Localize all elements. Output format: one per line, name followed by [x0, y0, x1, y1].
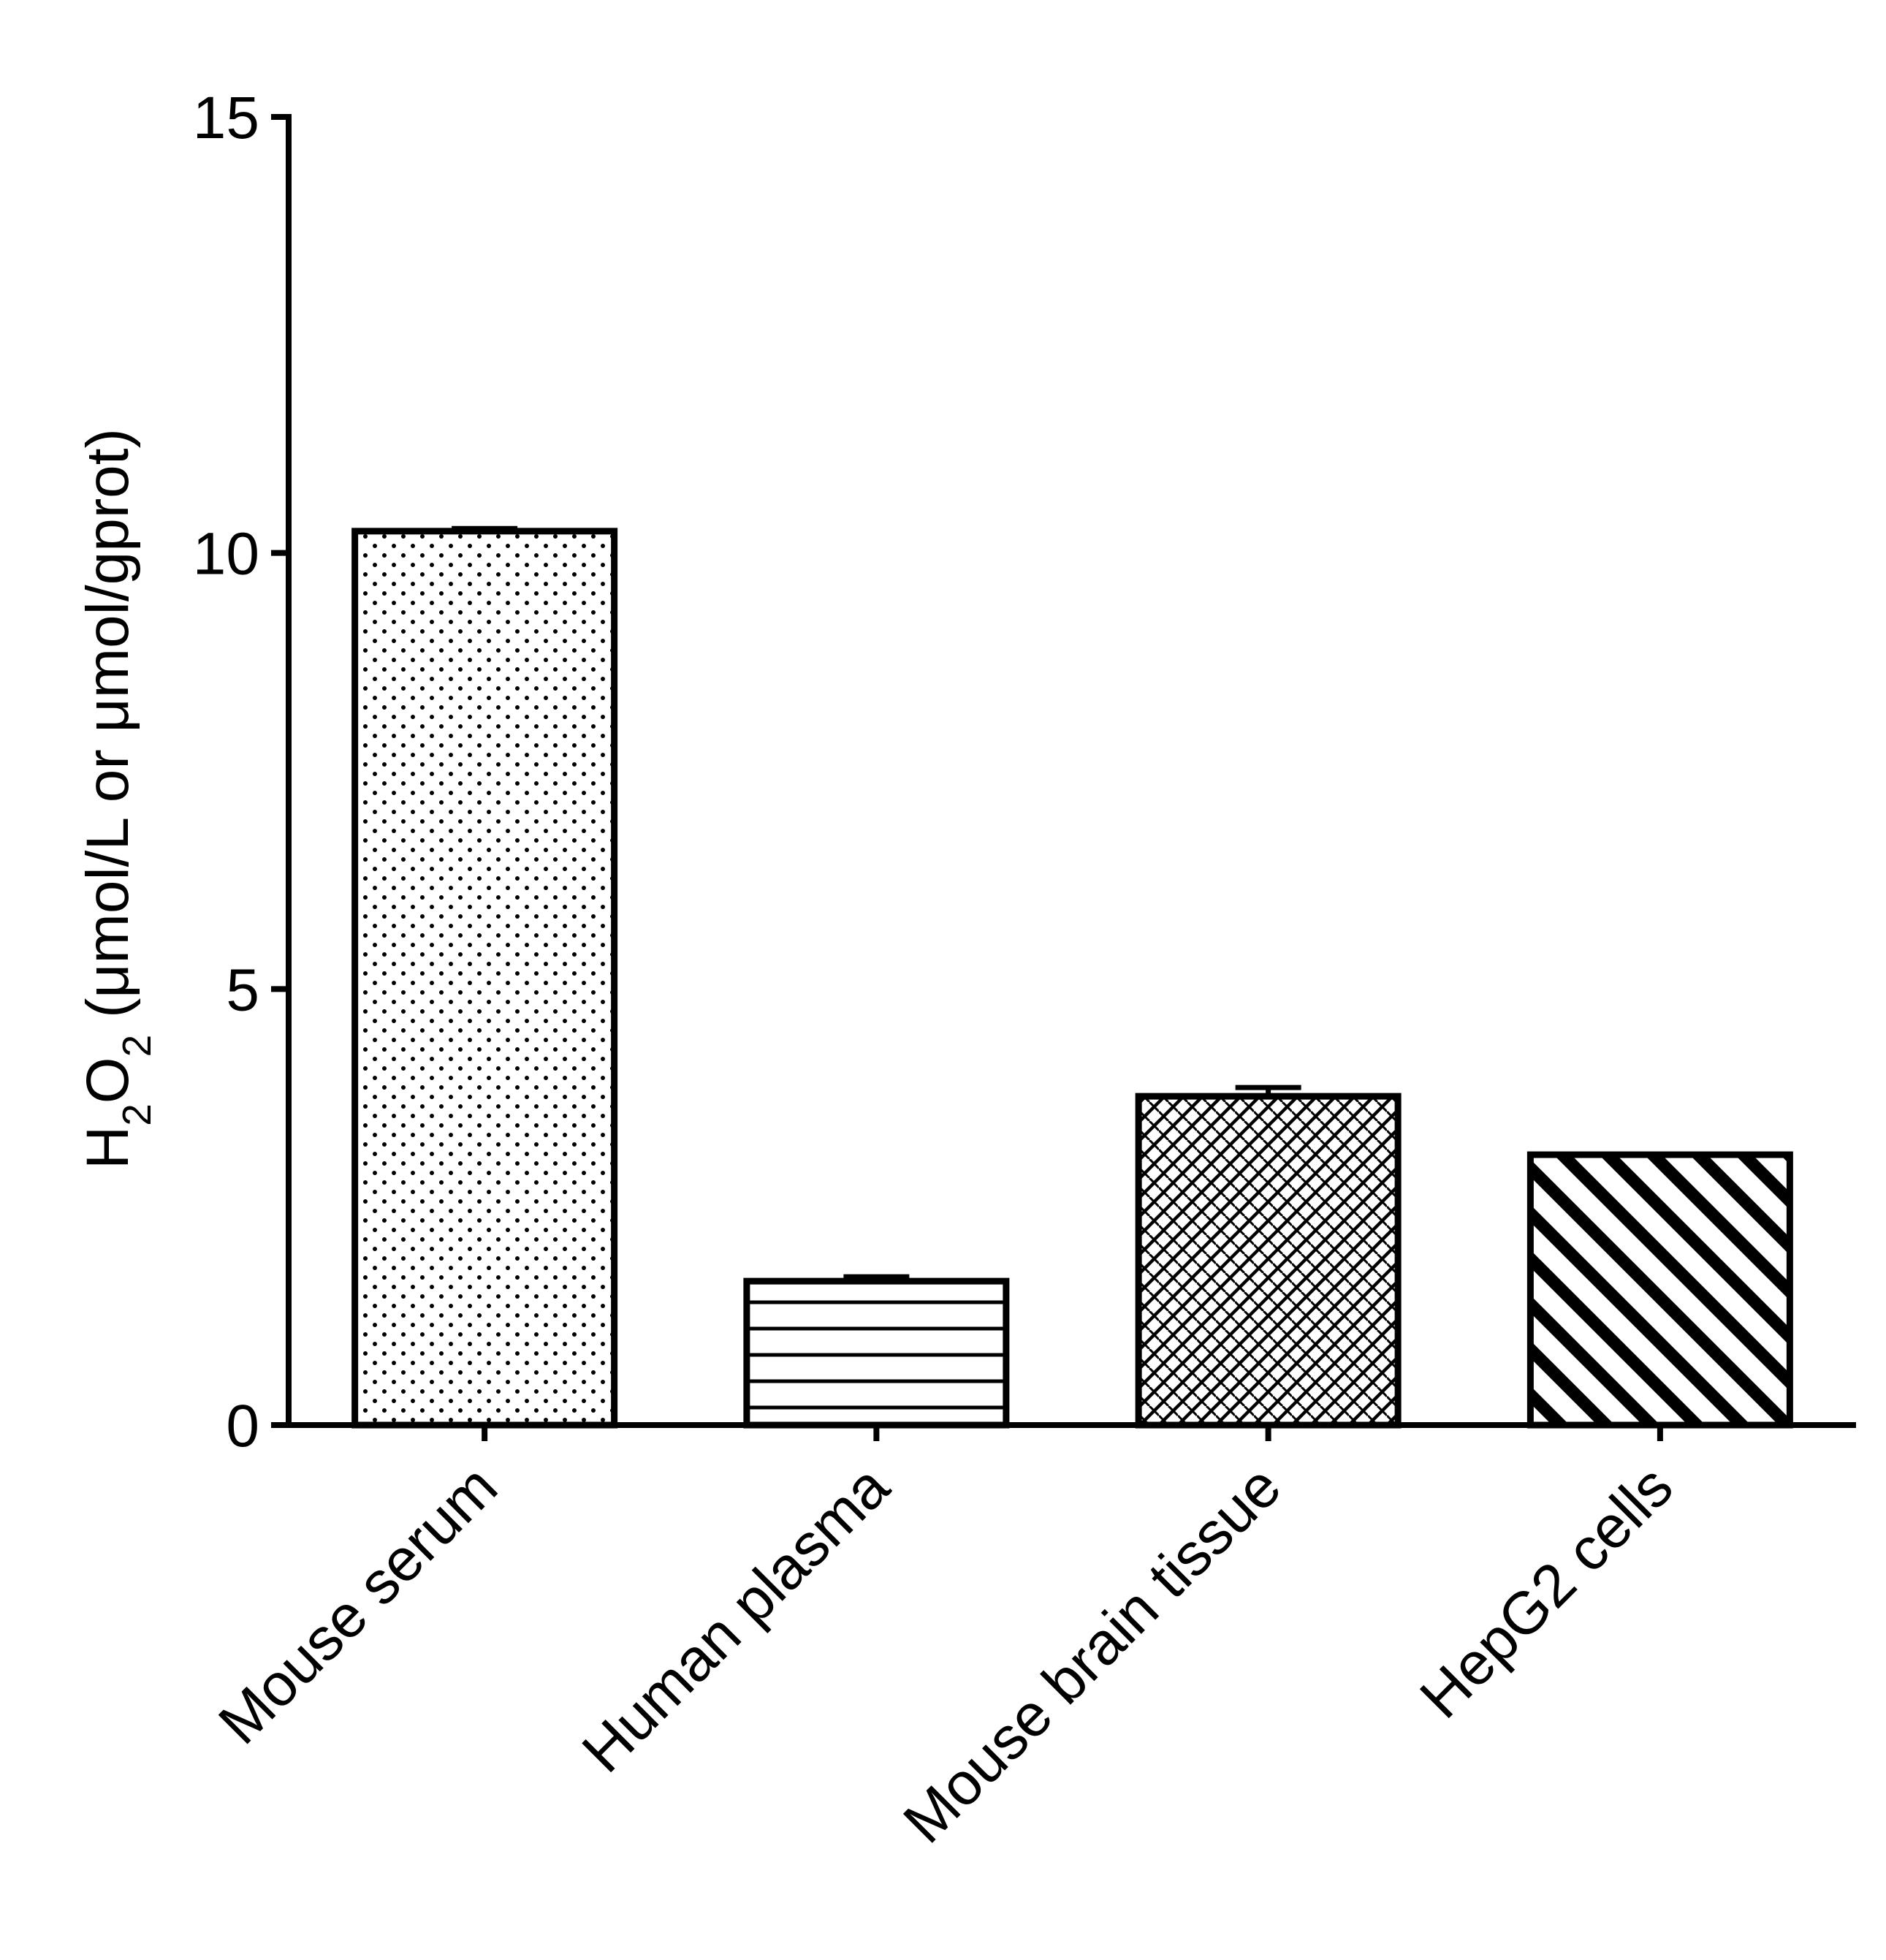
- y-tick-label: 0: [226, 1393, 259, 1459]
- y-axis-title-h: H: [75, 1126, 141, 1169]
- x-category-label: HepG2 cells: [1407, 1453, 1685, 1731]
- y-axis-title: H2O2 (μmol/L or μmol/gprot): [75, 428, 159, 1169]
- x-category-label: Human plasma: [570, 1453, 902, 1785]
- y-tick-label: 5: [226, 957, 259, 1023]
- axes: [286, 114, 1856, 1428]
- bar: [743, 1277, 1010, 1429]
- y-tick-label: 15: [193, 85, 259, 151]
- y-axis-title-sub2: 2: [114, 1035, 159, 1057]
- y-axis-title-sub1: 2: [114, 1104, 159, 1126]
- y-axis-title-o: O: [75, 1057, 141, 1104]
- bar: [1526, 1151, 1793, 1429]
- y-tick-label: 10: [193, 521, 259, 588]
- bars: [351, 525, 1793, 1429]
- bar: [351, 528, 618, 1429]
- x-category-label: Mouse serum: [206, 1453, 510, 1757]
- y-axis-title-units: (μmol/L or μmol/gprot): [75, 428, 141, 1035]
- x-category-label: Mouse brain tissue: [891, 1453, 1293, 1855]
- bar: [1135, 1093, 1402, 1429]
- svg-text:H2O2 (μmol/L or μmol/gprot): H2O2 (μmol/L or μmol/gprot): [75, 428, 159, 1169]
- y-axis-ticks: 0 5 10 15: [193, 85, 289, 1459]
